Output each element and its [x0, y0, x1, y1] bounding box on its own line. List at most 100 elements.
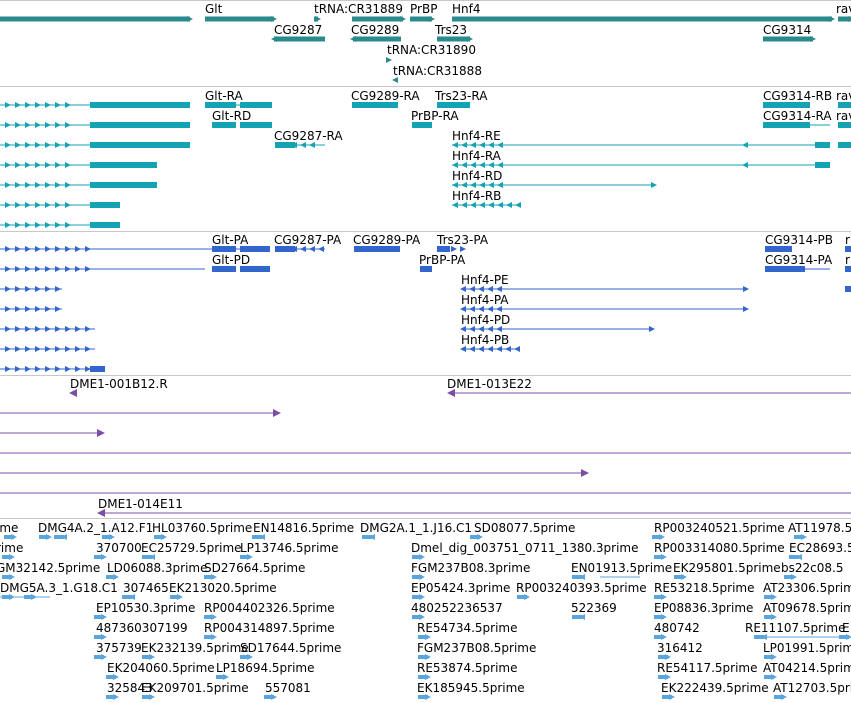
gene-label[interactable]: Glt — [205, 2, 223, 16]
exon-chevron[interactable] — [15, 122, 21, 128]
est-block[interactable] — [142, 655, 152, 659]
gene-arrow[interactable] — [810, 36, 816, 42]
est-label[interactable]: FGM237B08.3prime — [411, 561, 531, 575]
est-label[interactable]: AT23306.5prime — [763, 581, 851, 595]
exon-chevron[interactable] — [488, 182, 494, 188]
est-arrow[interactable] — [149, 554, 155, 560]
exon-chevron[interactable] — [65, 222, 71, 228]
transcript-label[interactable]: Glt-PA — [212, 233, 249, 247]
exon-chevron[interactable] — [5, 266, 11, 272]
est-arrow[interactable] — [211, 574, 217, 580]
exon-chevron[interactable] — [45, 326, 51, 332]
est-label[interactable]: bs22c08.5 — [781, 561, 844, 575]
exon-chevron[interactable] — [478, 326, 484, 332]
exon-chevron[interactable] — [55, 202, 61, 208]
gene-arrow[interactable] — [315, 16, 321, 22]
est-arrow[interactable] — [419, 614, 425, 620]
exon-chevron[interactable] — [487, 346, 493, 352]
est-label[interactable]: 522369 — [571, 601, 617, 615]
transcript-label[interactable]: Hnf4-RA — [452, 149, 501, 163]
gene-label[interactable]: rav — [836, 2, 851, 16]
exon-chevron[interactable] — [496, 346, 502, 352]
est-block[interactable] — [764, 615, 774, 619]
exon-block[interactable] — [838, 142, 851, 148]
exon-chevron[interactable] — [469, 346, 475, 352]
transcript-label[interactable]: Trs23-PA — [437, 233, 489, 247]
exon-chevron[interactable] — [25, 182, 31, 188]
transcript-label[interactable]: rav — [836, 109, 851, 123]
gene-label[interactable]: CG9314 — [763, 23, 812, 37]
est-block[interactable] — [764, 675, 774, 679]
est-label[interactable]: EC28693.5 — [789, 541, 851, 555]
exon-chevron[interactable] — [55, 182, 61, 188]
exon-chevron[interactable] — [375, 102, 381, 108]
transcript-label[interactable]: r — [845, 233, 850, 247]
transcript-label[interactable]: Hnf4-RD — [452, 169, 503, 183]
est-label[interactable]: SD17644.5prime — [240, 641, 342, 655]
gene-label[interactable]: tRNA:CR31889 — [314, 2, 403, 16]
gene-label[interactable]: tRNA:CR31890 — [387, 43, 476, 57]
gene-arrow[interactable] — [350, 36, 356, 42]
exon-chevron[interactable] — [25, 326, 31, 332]
est-block[interactable] — [142, 695, 152, 699]
exon-block[interactable] — [412, 122, 432, 128]
exon-chevron[interactable] — [442, 246, 448, 252]
est-label[interactable]: LP18694.5prime — [216, 661, 315, 675]
est-arrow[interactable] — [796, 554, 802, 560]
exon-chevron[interactable] — [470, 202, 476, 208]
exon-chevron[interactable] — [65, 326, 71, 332]
est-arrow[interactable] — [771, 614, 777, 620]
est-block[interactable] — [654, 555, 664, 559]
est-block[interactable] — [2, 575, 12, 579]
exon-chevron[interactable] — [25, 266, 31, 272]
transcript-label[interactable]: Glt-PD — [212, 253, 251, 267]
est-arrow[interactable] — [579, 614, 585, 620]
transcript-label[interactable]: r — [845, 253, 850, 267]
exon-chevron[interactable] — [478, 346, 484, 352]
gene-block[interactable] — [353, 36, 401, 42]
exon-chevron[interactable] — [45, 266, 51, 272]
exon-chevron[interactable] — [469, 326, 475, 332]
est-label[interactable]: Dmel_dig_003751_0711_1380.3prime — [411, 541, 639, 555]
strand-arrow[interactable] — [742, 142, 748, 148]
exon-chevron[interactable] — [25, 162, 31, 168]
exon-chevron[interactable] — [452, 182, 458, 188]
exon-chevron[interactable] — [5, 142, 11, 148]
est-label[interactable]: EK213020.5prime — [169, 581, 277, 595]
transcript-label[interactable]: Hnf4-PE — [461, 273, 509, 287]
exon-chevron[interactable] — [55, 102, 61, 108]
trna-arrow[interactable] — [386, 57, 392, 63]
gene-arrow[interactable] — [187, 16, 193, 22]
gene-block[interactable] — [838, 16, 851, 22]
est-block[interactable] — [216, 675, 226, 679]
est-arrow[interactable] — [771, 594, 777, 600]
est-label[interactable]: EK204060.5prime — [107, 661, 215, 675]
est-label[interactable]: LP01991.5prime — [763, 641, 851, 655]
transcript-label[interactable]: Hnf4-PB — [461, 333, 510, 347]
exon-chevron[interactable] — [375, 246, 381, 252]
est-arrow[interactable] — [9, 554, 15, 560]
exon-chevron[interactable] — [452, 202, 458, 208]
exon-chevron[interactable] — [25, 346, 31, 352]
exon-chevron[interactable] — [5, 162, 11, 168]
exon-chevron[interactable] — [85, 366, 91, 372]
exon-chevron[interactable] — [487, 306, 493, 312]
est-label[interactable]: EP10530.3prime — [96, 601, 196, 615]
exon-chevron[interactable] — [5, 286, 11, 292]
exon-block[interactable] — [765, 266, 805, 272]
exon-chevron[interactable] — [65, 202, 71, 208]
exon-chevron[interactable] — [5, 202, 11, 208]
exon-block[interactable] — [845, 286, 851, 292]
est-arrow[interactable] — [247, 654, 253, 660]
clone-end[interactable] — [97, 429, 105, 437]
strand-arrow[interactable] — [742, 162, 748, 168]
exon-chevron[interactable] — [35, 266, 41, 272]
transcript-label[interactable]: Glt-RD — [212, 109, 252, 123]
exon-chevron[interactable] — [35, 202, 41, 208]
est-label[interactable]: EP05424.3prime — [411, 581, 511, 595]
est-label[interactable]: E — [842, 621, 850, 635]
exon-chevron[interactable] — [506, 202, 512, 208]
gene-block[interactable] — [274, 36, 325, 42]
strand-arrow[interactable] — [743, 286, 749, 292]
exon-chevron[interactable] — [25, 366, 31, 372]
